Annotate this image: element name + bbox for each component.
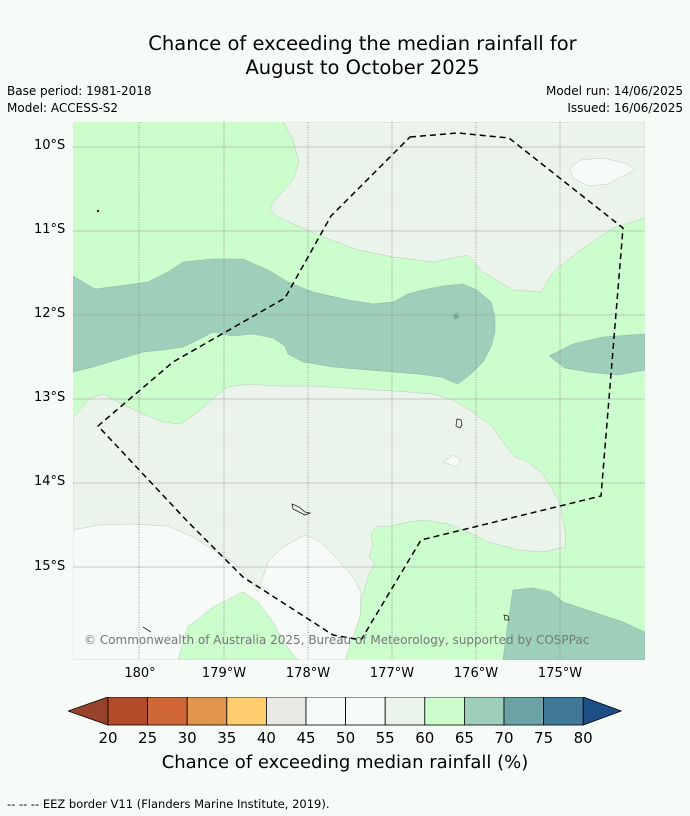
chart-title-line1: Chance of exceeding the median rainfall … [148, 32, 577, 55]
eez-border [96, 132, 624, 641]
lat-label: 15°S [34, 559, 66, 574]
colorbar-swatch [226, 697, 267, 726]
colorbar-label: Chance of exceeding median rainfall (%) [161, 752, 529, 773]
eez-legend-footer: -- -- -- EEZ border V11 (Flanders Marine… [7, 797, 330, 811]
colorbar-tick-label: 65 [454, 729, 474, 747]
colorbar-tick-label: 70 [494, 729, 514, 747]
colorbar-tick-label: 75 [534, 729, 554, 747]
lon-label: 180° [124, 666, 156, 681]
lat-label: 13°S [34, 390, 66, 405]
lon-label: 178°W [285, 666, 331, 681]
islands [96, 209, 510, 633]
map-meridians [138, 122, 561, 660]
colorbar-swatch [265, 697, 307, 726]
copyright-notice: © Commonwealth of Australia 2025, Bureau… [84, 633, 590, 647]
colorbar-tick-label: 45 [296, 729, 316, 747]
lat-label: 12°S [34, 306, 66, 321]
contour-55-60-north [269, 122, 645, 293]
island-marker [291, 503, 312, 516]
colorbar-tick-label: 60 [415, 729, 435, 747]
colorbar-swatch [384, 697, 426, 726]
colorbar-tick-label: 40 [256, 729, 276, 747]
lat-label: 11°S [34, 222, 66, 237]
contour-65-70-southeast [502, 587, 645, 660]
colorbar-tick-label: 30 [177, 729, 197, 747]
colorbar-tick-label: 25 [138, 729, 158, 747]
island-marker [503, 614, 510, 621]
colorbar-swatch [345, 697, 386, 726]
lon-label: 179°W [201, 666, 247, 681]
lon-label: 175°W [537, 666, 583, 681]
colorbar [68, 697, 622, 726]
island-marker [455, 418, 463, 429]
contour-65-70-band [73, 258, 496, 385]
colorbar-swatch [107, 697, 148, 726]
colorbar-swatch [147, 697, 188, 726]
colorbar-swatch [503, 697, 544, 726]
colorbar-tick-label: 20 [98, 729, 118, 747]
colorbar-swatch [543, 697, 584, 726]
colorbar-tick-label: 50 [336, 729, 356, 747]
lon-label: 176°W [453, 666, 499, 681]
island-marker [142, 626, 152, 633]
colorbar-swatch [463, 697, 505, 726]
base-period-text: Base period: 1981-2018 [7, 84, 152, 98]
model-text: Model: ACCESS-S2 [7, 101, 119, 115]
chart-title-line2: August to October 2025 [245, 56, 480, 79]
colorbar-swatch [305, 697, 346, 726]
lat-label: 14°S [34, 474, 66, 489]
island-marker [452, 312, 460, 320]
issued-text: Issued: 16/06/2025 [567, 101, 683, 115]
lat-label: 10°S [34, 138, 66, 153]
colorbar-swatch [424, 697, 465, 726]
map-gridlines [73, 146, 645, 568]
lon-label: 177°W [369, 666, 415, 681]
colorbar-tick-label: 55 [375, 729, 395, 747]
contour-white-pocket-center [442, 454, 462, 468]
contour-white-pocket-ne [569, 157, 636, 187]
island-marker [96, 209, 100, 213]
map-panel [73, 122, 645, 660]
colorbar-under-arrow [68, 697, 109, 726]
colorbar-tick-label: 80 [573, 729, 593, 747]
colorbar-tick-label: 35 [217, 729, 237, 747]
model-run-text: Model run: 14/06/2025 [545, 84, 683, 98]
colorbar-over-arrow [582, 697, 622, 726]
contour-65-70-east [548, 333, 645, 376]
contour-45-55-southwest [73, 523, 362, 660]
colorbar-swatch [186, 697, 228, 726]
contour-60-65-south-patch [177, 591, 299, 660]
